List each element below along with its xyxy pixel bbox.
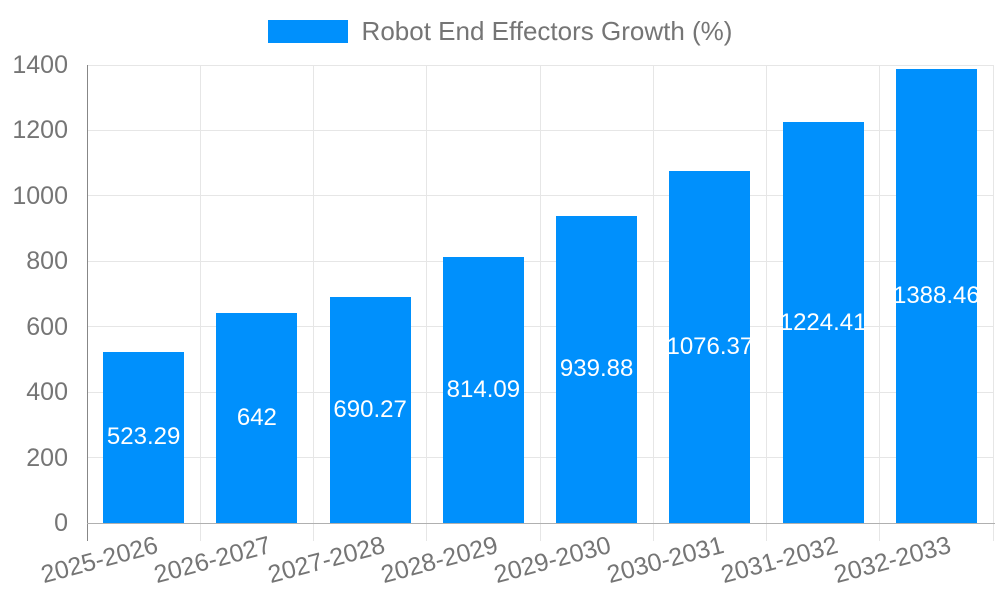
bar[interactable]: [442, 256, 524, 523]
gridline-v: [199, 65, 201, 523]
y-tick-label: 0: [54, 509, 68, 537]
x-axis-label: 2030-2031: [604, 531, 728, 589]
y-tick-label: 400: [26, 378, 68, 407]
bar[interactable]: [329, 297, 411, 523]
legend-label: Robot End Effectors Growth (%): [361, 16, 733, 46]
x-tick: [426, 524, 428, 541]
x-tick: [879, 524, 881, 541]
y-tick-label: 1000: [12, 181, 68, 210]
y-tick-label: 200: [26, 443, 68, 472]
bar[interactable]: [669, 170, 751, 523]
x-tick: [766, 524, 767, 541]
bar[interactable]: [216, 312, 298, 523]
gridline-v: [313, 65, 314, 523]
y-tick-label: 1400: [12, 51, 68, 79]
bar[interactable]: [103, 351, 185, 523]
x-axis-label: 2031-2032: [717, 531, 841, 589]
gridline-v: [539, 65, 541, 523]
gridline-v: [992, 65, 994, 523]
gridline-v: [766, 65, 767, 523]
gridline-v: [879, 65, 881, 523]
x-tick: [199, 524, 201, 541]
legend-swatch: [267, 19, 348, 43]
gridline-v: [426, 65, 428, 523]
plot-area: 523.29 642 690.27 814.09 939.88 1076.37 1224.4…: [87, 64, 994, 523]
y-tick-label: 1200: [12, 116, 68, 145]
bar[interactable]: [782, 122, 864, 523]
x-tick: [652, 524, 654, 541]
gridline-v: [652, 65, 654, 523]
x-axis-label: 2028-2029: [377, 531, 501, 589]
x-baseline: [87, 523, 995, 524]
x-axis-label: 2027-2028: [264, 531, 388, 589]
x-tick: [313, 524, 314, 541]
x-tick: [992, 524, 994, 541]
x-axis-label: 2026-2027: [151, 531, 275, 589]
x-tick: [539, 524, 541, 541]
x-axis-label: 2032-2033: [830, 531, 954, 589]
bar[interactable]: [556, 215, 638, 523]
x-axis-label: 2029-2030: [491, 531, 614, 589]
y-tick-label: 600: [26, 312, 68, 341]
x-axis-label: 2025-2026: [38, 531, 161, 589]
bar[interactable]: [895, 68, 977, 523]
legend: Robot End Effectors Growth (%): [0, 16, 1000, 46]
y-axis-line: [87, 65, 88, 541]
y-tick-label: 800: [26, 247, 68, 276]
